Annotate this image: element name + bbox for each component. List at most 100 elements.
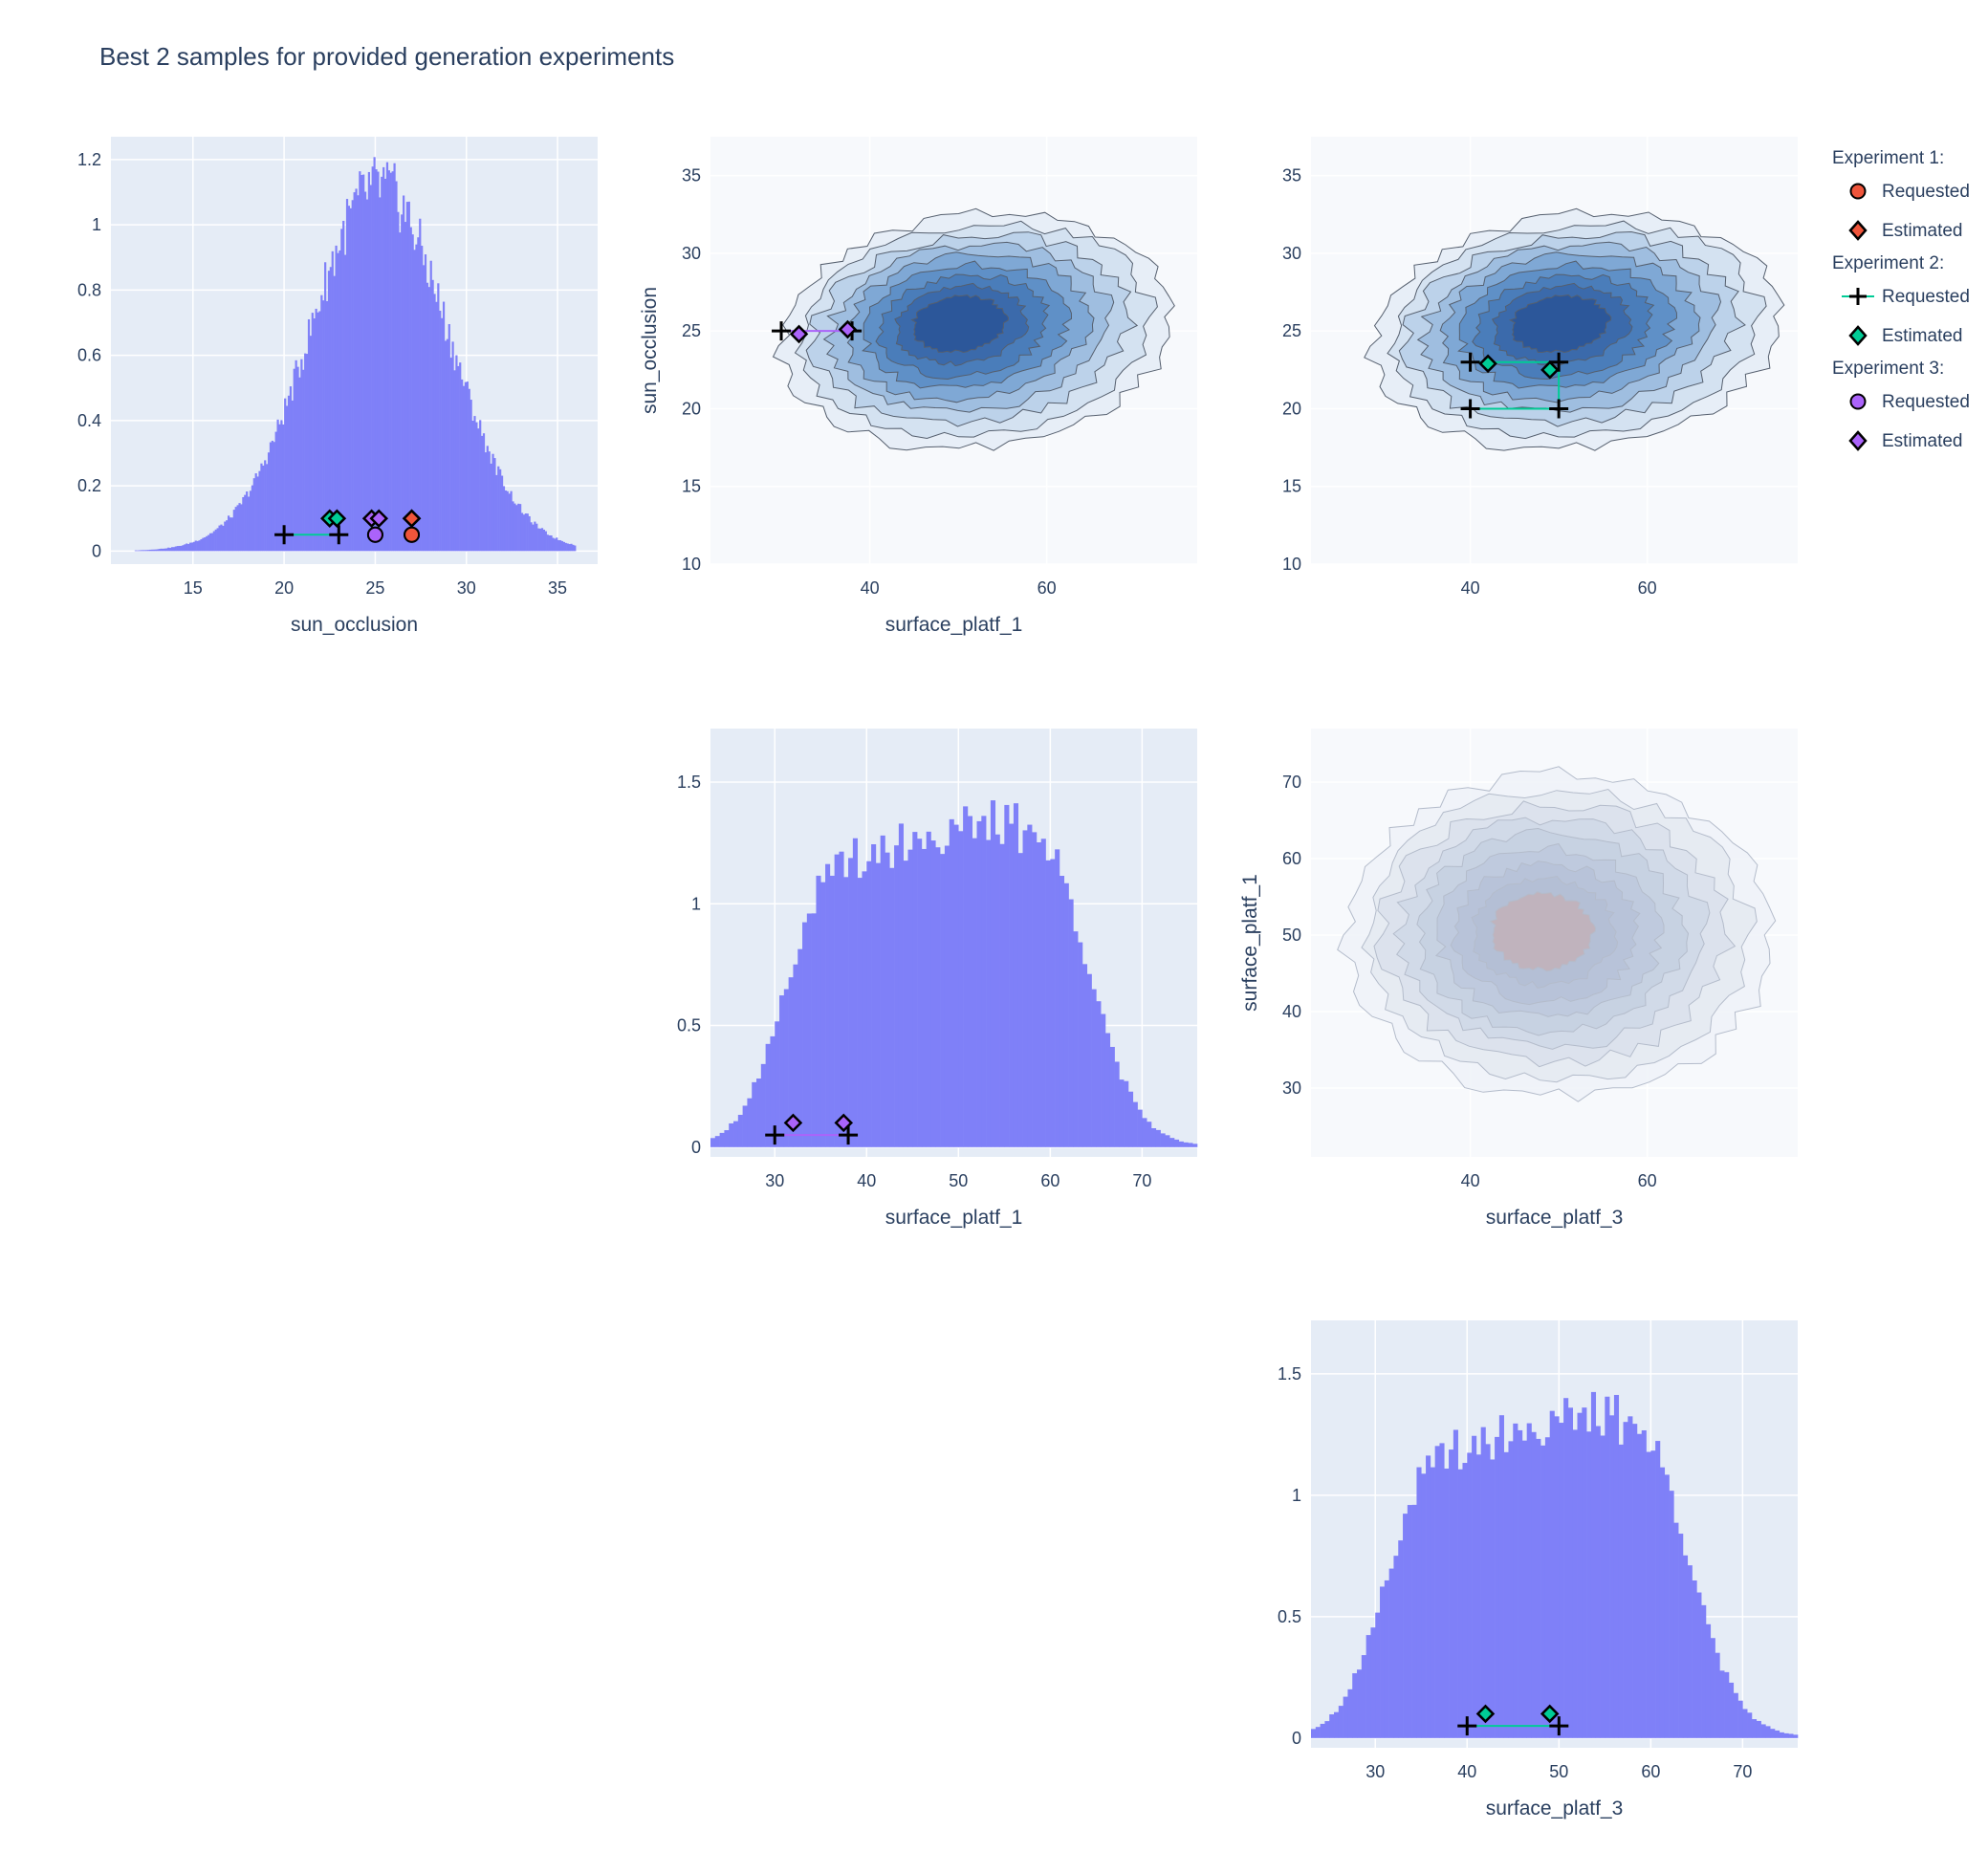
histogram-bar [165,548,168,552]
histogram-bar [940,854,946,1147]
histogram-bar [1793,1734,1799,1738]
legend-item-label: Estimated [1882,326,1963,346]
histogram-bar [742,1105,748,1147]
y-tick-label: 0.5 [1278,1607,1301,1626]
y-tick-label: 40 [1282,1002,1301,1021]
histogram-bar [365,199,369,552]
histogram-bar [174,546,177,552]
histogram-bar [1155,1129,1161,1147]
histogram-bar [512,501,514,552]
x-tick-label: 35 [548,578,567,598]
histogram-bar [1554,1416,1560,1738]
histogram-bar [1137,1109,1143,1147]
histogram-bar [479,420,482,552]
histogram-bar [1715,1652,1720,1738]
histogram-bar [442,301,446,552]
legend-item-exp3-estimated[interactable]: Estimated [1832,422,1985,461]
x-tick-label: 50 [1549,1762,1568,1781]
histogram-bar [1650,1450,1656,1738]
histogram-bar [470,400,472,552]
y-tick-label: 0 [1292,1729,1301,1748]
histogram-bar [1692,1580,1697,1738]
histogram-bar [143,550,146,552]
histogram-bar [371,166,374,552]
histogram-bar [542,529,546,552]
histogram-bar [224,521,227,552]
histogram-bar [1188,1143,1193,1147]
histogram-bar [528,515,531,552]
histogram-bar [1055,849,1060,1147]
histogram-bar [1710,1638,1715,1738]
x-tick-label: 50 [949,1171,968,1190]
histogram-bar [251,485,253,552]
histogram-bar [411,234,414,552]
histogram-bar [1485,1444,1491,1738]
histogram-bar [1114,1061,1120,1147]
subplot-hist_surface_platf_3 [1311,1320,1799,1748]
histogram-bar [1760,1724,1766,1738]
legend-item-exp3-requested[interactable]: Requested [1832,382,1985,422]
histogram-bar [200,538,203,552]
x-tick-label: 20 [274,578,294,598]
x-tick-label: 15 [184,578,203,598]
legend-group-title: Experiment 3: [1832,359,1945,379]
histogram-bar [1724,1671,1730,1738]
histogram-bar [198,540,201,552]
legend-item-exp1-requested[interactable]: Requested [1832,172,1985,211]
histogram-bar [1728,1682,1735,1738]
contour-layers [772,207,1175,451]
legend-item-label: Requested [1882,182,1970,202]
histogram-bar [972,838,977,1147]
histogram-bar [779,995,785,1147]
histogram-bar [1150,1127,1157,1147]
histogram-bar [1719,1670,1725,1738]
histogram-bar [461,379,464,552]
histogram-bar [329,267,332,552]
cross-marker [765,1125,785,1145]
histogram-bar [1480,1427,1486,1738]
histogram-bar [415,244,418,552]
cross-marker [839,1125,859,1145]
histogram-bar [156,549,159,552]
histogram-bar [327,271,331,552]
histogram-bar [502,486,506,552]
y-tick-label: 20 [1282,399,1301,418]
histogram-bar [1398,1540,1404,1738]
histogram-bar [1124,1080,1129,1147]
histogram-bar [967,816,973,1147]
cross-marker [1549,399,1569,419]
histogram-bar [313,318,316,552]
histogram-bar [871,844,877,1147]
histogram-bar [170,547,174,552]
histogram-bar [1013,803,1019,1147]
legend-item-exp1-estimated[interactable]: Estimated [1832,211,1985,251]
histogram-bar [907,849,913,1147]
histogram-bar [480,435,484,552]
histogram-bar [843,877,849,1147]
histogram-bar [760,1063,766,1147]
y-tick-label: 1.2 [77,150,101,169]
histogram-bar [1192,1144,1198,1147]
histogram-bar [134,550,137,552]
histogram-bar [806,913,812,1147]
histogram-bar [212,531,215,552]
histogram-bar [572,544,575,552]
histogram-bar [495,474,498,552]
histogram-bar [1742,1709,1748,1738]
histogram-bar [564,542,567,552]
contour-level [910,294,1010,354]
histogram-bar [482,433,486,552]
histogram-bar [1628,1416,1633,1738]
circle-marker [366,526,383,543]
legend-item-exp2-estimated[interactable]: Estimated [1832,316,1985,356]
histogram-bar [278,424,281,552]
histogram-bar [1173,1139,1180,1147]
histogram-bar [178,545,181,552]
histogram-bar [459,362,462,552]
histogram-bar [393,163,396,552]
histogram-bar [875,862,881,1147]
histogram-bar [1540,1445,1546,1738]
histogram-bar [1609,1415,1615,1738]
histogram-bar [898,823,904,1147]
legend-item-exp2-requested[interactable]: Requested [1832,277,1985,316]
